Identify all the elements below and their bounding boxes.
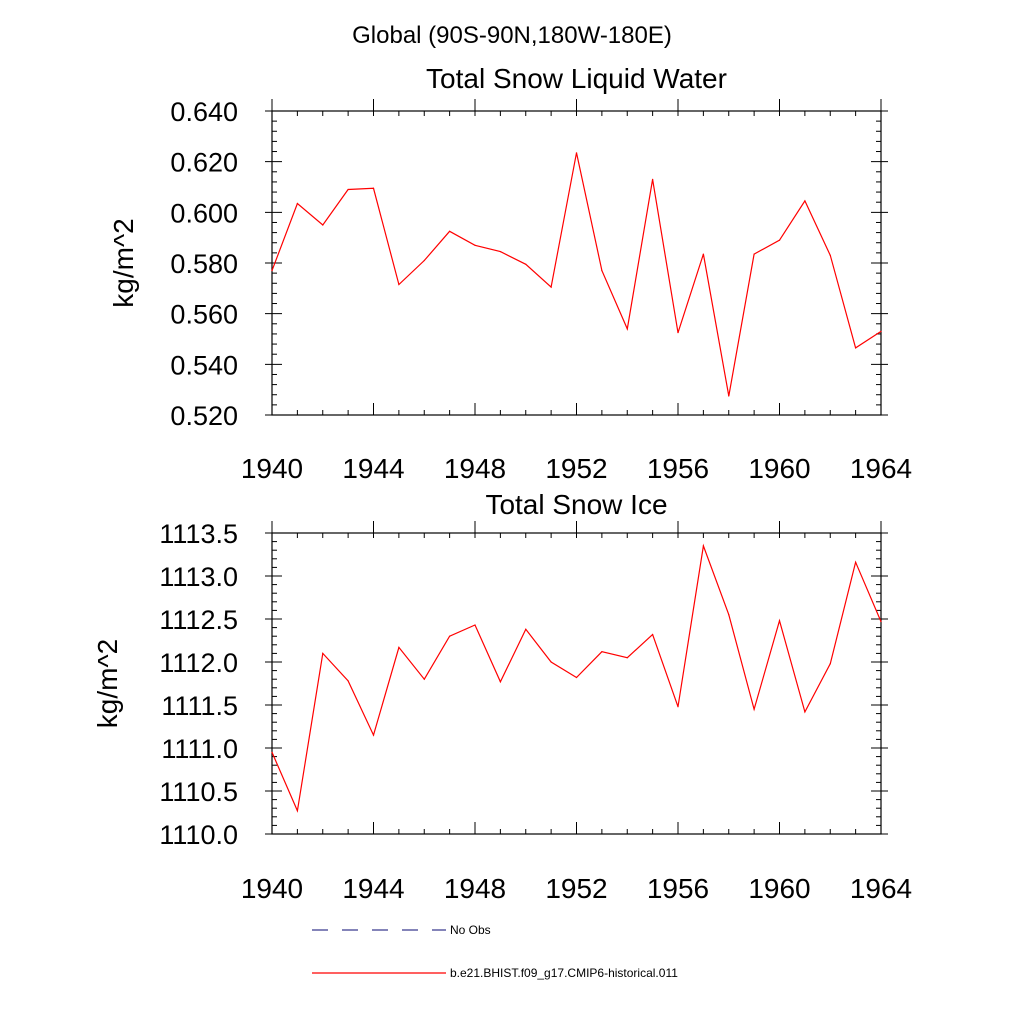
data-point	[804, 711, 806, 713]
data-point	[575, 676, 578, 679]
data-point	[474, 624, 476, 626]
data-point	[702, 545, 704, 547]
data-point	[753, 708, 755, 710]
y-tick-label: 1112.5	[159, 605, 238, 635]
figure-header: Global (90S-90N,180W-180E)	[352, 22, 672, 49]
data-point	[296, 810, 298, 812]
data-point	[398, 646, 400, 648]
y-axis-label: kg/m^2	[92, 639, 123, 728]
data-point	[322, 224, 324, 226]
data-point	[855, 561, 857, 563]
data-point	[753, 253, 755, 255]
data-point	[855, 347, 857, 349]
panel-snow-liquid-water: Total Snow Liquid Water kg/m^2 1940 1944 194…	[108, 63, 912, 484]
data-point	[575, 152, 578, 154]
x-tick-label: 1960	[748, 873, 810, 904]
data-point	[449, 635, 451, 637]
plot-frame	[271, 532, 882, 835]
legend-no-obs-label: No Obs	[450, 923, 491, 937]
x-tick-label: 1944	[342, 873, 404, 904]
data-point	[499, 681, 501, 683]
y-tick-label: 0.520	[170, 401, 238, 431]
data-point	[423, 259, 425, 262]
x-tick-label: 1956	[647, 873, 709, 904]
data-point	[372, 187, 375, 189]
series-line	[271, 152, 882, 397]
y-tick-label: 1113.5	[159, 519, 238, 549]
x-tick-label: 1960	[748, 453, 810, 484]
legend: No Obs b.e21.BHIST.f09_g17.CMIP6-histori…	[312, 923, 678, 980]
data-point	[322, 652, 324, 655]
data-point	[347, 188, 349, 191]
data-point	[525, 263, 527, 265]
data-point	[601, 270, 603, 272]
y-tick-label: 0.540	[170, 350, 238, 380]
y-tick-label: 1112.0	[159, 648, 238, 678]
data-point	[449, 230, 451, 232]
chart-title: Total Snow Liquid Water	[426, 63, 727, 94]
y-tick-label: 1113.0	[159, 562, 238, 592]
data-point	[474, 244, 476, 246]
x-tick-label: 1948	[444, 873, 506, 904]
data-point	[778, 620, 781, 622]
data-point	[880, 620, 882, 623]
data-point	[423, 678, 425, 680]
x-tick-label: 1964	[850, 453, 912, 484]
data-point	[550, 661, 552, 663]
y-tick-label: 0.580	[170, 249, 238, 279]
x-tick-label: 1948	[444, 453, 506, 484]
x-tick-label: 1940	[241, 453, 303, 484]
y-tick-label: 1110.0	[159, 820, 238, 850]
data-point	[398, 283, 400, 286]
data-point	[271, 751, 273, 753]
x-tick-label: 1944	[342, 453, 404, 484]
y-tick-label: 0.560	[170, 300, 238, 330]
data-point	[499, 251, 501, 253]
y-tick-label: 0.620	[170, 148, 238, 178]
data-point	[347, 680, 349, 682]
y-tick-label: 1111.5	[161, 691, 238, 721]
data-point	[296, 202, 298, 205]
data-point	[778, 239, 781, 241]
y-tick-label: 0.640	[170, 97, 238, 127]
x-tick-label: 1952	[545, 873, 607, 904]
data-point	[677, 332, 679, 334]
data-point	[550, 286, 552, 288]
data-point	[525, 628, 527, 630]
y-tick-label: 1110.5	[159, 777, 238, 807]
data-point	[652, 178, 654, 180]
x-tick-label: 1952	[545, 453, 607, 484]
chart-title: Total Snow Ice	[485, 489, 667, 520]
data-point	[829, 254, 831, 256]
data-point	[626, 657, 628, 659]
data-point	[880, 330, 882, 332]
series-line	[271, 543, 882, 813]
data-point	[728, 395, 730, 397]
data-point	[677, 706, 679, 708]
legend-model-label: b.e21.BHIST.f09_g17.CMIP6-historical.011	[450, 966, 678, 980]
plot-frame	[271, 110, 882, 416]
data-point	[271, 270, 273, 272]
data-point	[702, 253, 704, 255]
data-point	[626, 328, 628, 330]
data-point	[728, 614, 730, 616]
y-axis-label: kg/m^2	[108, 218, 139, 307]
y-tick-label: 0.600	[170, 198, 238, 228]
data-point	[372, 734, 375, 736]
x-tick-label: 1940	[241, 873, 303, 904]
x-tick-label: 1956	[647, 453, 709, 484]
data-point	[652, 633, 654, 636]
data-point	[601, 651, 603, 653]
x-tick-label: 1964	[850, 873, 912, 904]
y-tick-label: 1111.0	[161, 734, 238, 764]
data-point	[829, 663, 831, 665]
data-point	[804, 200, 806, 202]
panel-snow-ice: Total Snow Ice kg/m^2 1940 1944 1948 1952 1956…	[92, 489, 912, 904]
